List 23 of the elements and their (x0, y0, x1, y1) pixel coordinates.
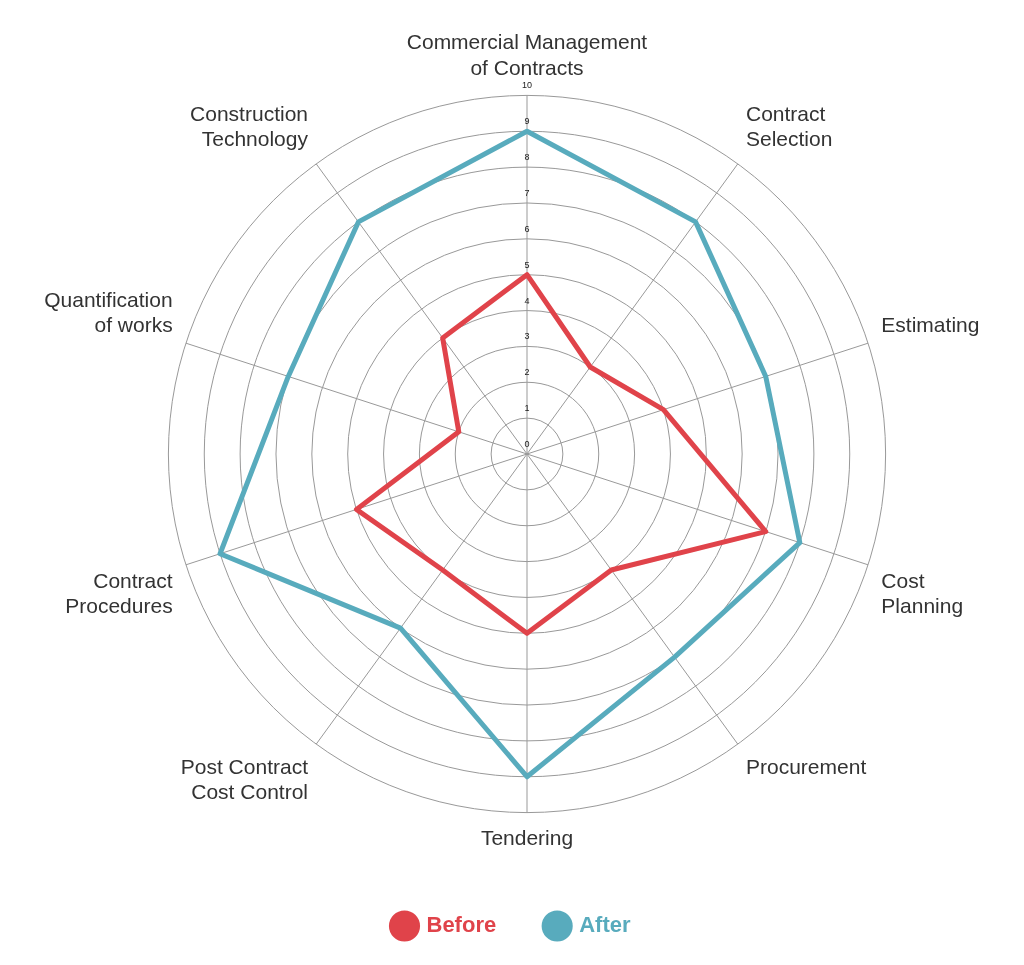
spoke-label: Construction Technology (190, 101, 309, 150)
y-tick-label: 2 (524, 367, 530, 378)
spoke-label: Contract Selection (746, 101, 833, 150)
y-tick-label: 3 (524, 331, 530, 342)
legend-label: Before (426, 912, 497, 938)
spoke-label: Cost Planning (881, 568, 964, 617)
legend-label: After (579, 912, 631, 938)
y-tick-label: 0 (524, 438, 530, 449)
y-tick-label: 9 (524, 116, 530, 127)
spoke-label: Commercial Management of Contracts (406, 30, 648, 79)
y-tick-label: 10 (521, 80, 533, 91)
y-tick-label: 6 (524, 223, 530, 234)
y-tick-label: 5 (524, 259, 530, 270)
y-tick-label: 7 (524, 187, 530, 198)
y-tick-label: 1 (524, 403, 530, 414)
spoke-label: Quantification of works (44, 287, 173, 337)
spoke-label: Post Contract Cost Control (180, 754, 309, 804)
y-tick-label: 8 (524, 152, 530, 163)
spoke-label: Contract Procedures (65, 568, 173, 617)
spoke-label: Procurement (746, 754, 867, 778)
spoke-label: Estimating (881, 313, 980, 337)
y-tick-label: 4 (524, 295, 530, 306)
spoke-label: Tendering (480, 826, 574, 849)
